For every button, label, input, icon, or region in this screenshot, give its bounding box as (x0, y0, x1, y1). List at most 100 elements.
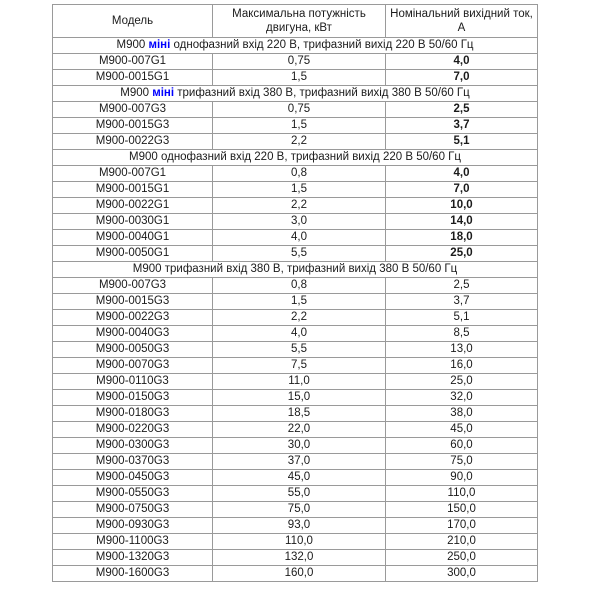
current-cell: 90,0 (385, 469, 538, 486)
current-cell: 110,0 (385, 485, 538, 502)
table-row: M900-0750G3 75,0 150,0 (52, 501, 538, 518)
table-row: M900-0015G3 1,5 3,7 (52, 293, 538, 310)
section-title: М900 міні трифазний вхід 380 В, трифазни… (52, 85, 538, 102)
model-cell: M900-0022G3 (52, 309, 213, 326)
current-cell: 300,0 (385, 565, 538, 582)
power-cell: 2,2 (212, 197, 386, 214)
model-cell: M900-0370G3 (52, 453, 213, 470)
model-cell: M900-0550G3 (52, 485, 213, 502)
model-cell: M900-0015G3 (52, 293, 213, 310)
power-cell: 2,2 (212, 133, 386, 150)
model-cell: M900-007G1 (52, 53, 213, 70)
table-row: M900-0550G3 55,0 110,0 (52, 485, 538, 502)
power-cell: 3,0 (212, 213, 386, 230)
table-row: M900-0015G3 1,5 3,7 (52, 117, 538, 134)
table-row: M900-0040G1 4,0 18,0 (52, 229, 538, 246)
current-cell: 32,0 (385, 389, 538, 406)
power-cell: 0,75 (212, 53, 386, 70)
power-cell: 2,2 (212, 309, 386, 326)
model-cell: M900-0180G3 (52, 405, 213, 422)
power-cell: 75,0 (212, 501, 386, 518)
current-cell: 25,0 (385, 373, 538, 390)
current-cell: 14,0 (385, 213, 538, 230)
current-cell: 16,0 (385, 357, 538, 374)
current-cell: 170,0 (385, 517, 538, 534)
model-cell: M900-0030G1 (52, 213, 213, 230)
power-cell: 7,5 (212, 357, 386, 374)
current-cell: 2,5 (385, 101, 538, 118)
section-header-row: М900 однофазний вхід 220 В, трифазний ви… (52, 149, 538, 166)
model-cell: M900-0070G3 (52, 357, 213, 374)
current-cell: 250,0 (385, 549, 538, 566)
current-cell: 2,5 (385, 277, 538, 294)
table-row: M900-0220G3 22,0 45,0 (52, 421, 538, 438)
current-cell: 4,0 (385, 165, 538, 182)
model-cell: M900-0930G3 (52, 517, 213, 534)
model-cell: M900-1600G3 (52, 565, 213, 582)
column-header-power: Максимальна потужність двигуна, кВт (212, 4, 386, 38)
power-cell: 0,8 (212, 277, 386, 294)
current-cell: 5,1 (385, 309, 538, 326)
table-row: M900-0370G3 37,0 75,0 (52, 453, 538, 470)
current-cell: 75,0 (385, 453, 538, 470)
power-cell: 93,0 (212, 517, 386, 534)
current-cell: 3,7 (385, 117, 538, 134)
model-cell: M900-0050G3 (52, 341, 213, 358)
table-row: M900-0450G3 45,0 90,0 (52, 469, 538, 486)
table-row: M900-0022G1 2,2 10,0 (52, 197, 538, 214)
power-cell: 11,0 (212, 373, 386, 390)
power-cell: 30,0 (212, 437, 386, 454)
current-cell: 4,0 (385, 53, 538, 70)
table-body: М900 міні однофазний вхід 220 В, трифазн… (52, 37, 538, 582)
section-title-text: М900 трифазний вхід 380 В, трифазний вих… (132, 263, 458, 275)
power-cell: 5,5 (212, 341, 386, 358)
power-cell: 160,0 (212, 565, 386, 582)
current-cell: 5,1 (385, 133, 538, 150)
table-row: M900-0180G3 18,5 38,0 (52, 405, 538, 422)
power-cell: 1,5 (212, 69, 386, 86)
power-cell: 1,5 (212, 117, 386, 134)
model-cell: M900-0110G3 (52, 373, 213, 390)
section-title-text: М900 (120, 87, 153, 99)
model-cell: M900-0022G1 (52, 197, 213, 214)
current-cell: 10,0 (385, 197, 538, 214)
model-cell: M900-007G3 (52, 101, 213, 118)
current-cell: 18,0 (385, 229, 538, 246)
table-row: M900-1320G3 132,0 250,0 (52, 549, 538, 566)
section-header-row: М900 трифазний вхід 380 В, трифазний вих… (52, 261, 538, 278)
model-cell: M900-0022G3 (52, 133, 213, 150)
table-row: M900-0015G1 1,5 7,0 (52, 181, 538, 198)
power-cell: 18,5 (212, 405, 386, 422)
current-cell: 210,0 (385, 533, 538, 550)
current-cell: 8,5 (385, 325, 538, 342)
power-cell: 132,0 (212, 549, 386, 566)
power-cell: 15,0 (212, 389, 386, 406)
model-cell: M900-1100G3 (52, 533, 213, 550)
power-cell: 110,0 (212, 533, 386, 550)
current-cell: 150,0 (385, 501, 538, 518)
column-header-model: Модель (52, 4, 213, 38)
model-cell: M900-0150G3 (52, 389, 213, 406)
current-cell: 7,0 (385, 181, 538, 198)
section-title-text: М900 (116, 39, 149, 51)
model-cell: M900-0050G1 (52, 245, 213, 262)
power-cell: 0,8 (212, 165, 386, 182)
section-title-text: трифазний вхід 380 В, трифазний вихід 38… (174, 87, 470, 99)
section-header-row: М900 міні трифазний вхід 380 В, трифазни… (52, 85, 538, 102)
model-cell: M900-0040G3 (52, 325, 213, 342)
model-cell: M900-0015G1 (52, 181, 213, 198)
table-row: M900-0040G3 4,0 8,5 (52, 325, 538, 342)
model-cell: M900-0040G1 (52, 229, 213, 246)
table-row: M900-1600G3 160,0 300,0 (52, 565, 538, 582)
header-row: Модель Максимальна потужність двигуна, к… (52, 4, 538, 38)
current-cell: 7,0 (385, 69, 538, 86)
spec-table: Модель Максимальна потужність двигуна, к… (52, 4, 538, 582)
model-cell: M900-0450G3 (52, 469, 213, 486)
table-row: M900-0070G3 7,5 16,0 (52, 357, 538, 374)
table-row: M900-0022G3 2,2 5,1 (52, 309, 538, 326)
model-cell: M900-0220G3 (52, 421, 213, 438)
current-cell: 13,0 (385, 341, 538, 358)
table-row: M900-0930G3 93,0 170,0 (52, 517, 538, 534)
column-header-current: Номінальний вихідний ток, А (385, 4, 538, 38)
section-title-accent: міні (152, 87, 175, 99)
